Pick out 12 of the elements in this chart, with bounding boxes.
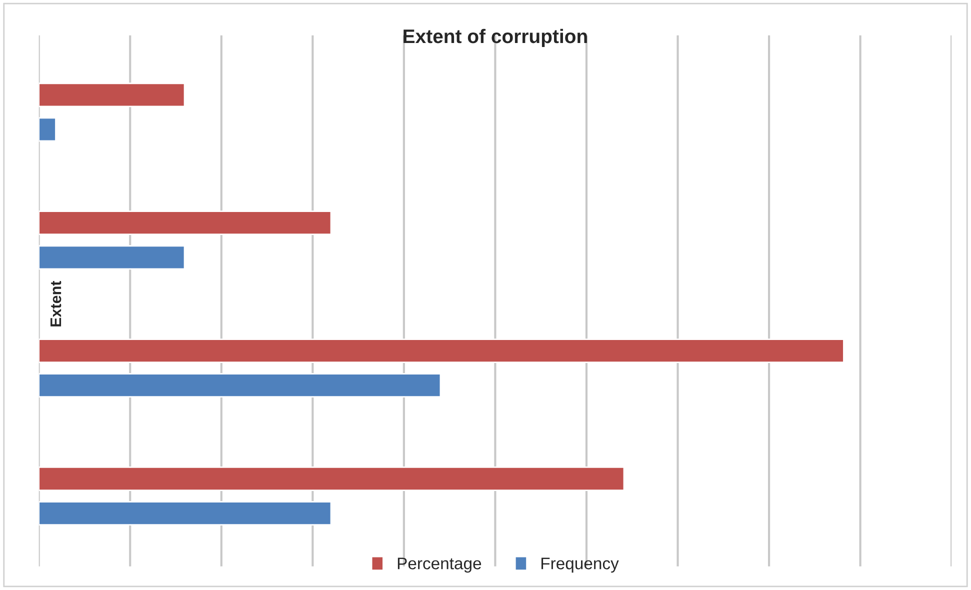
y-axis-title: Extent (50, 280, 62, 326)
bar (38, 82, 186, 108)
bar (38, 117, 56, 142)
bar (38, 373, 442, 398)
legend-label: Percentage (398, 558, 482, 573)
bar (38, 466, 625, 491)
bar (38, 338, 844, 364)
bar (38, 501, 332, 526)
bar (38, 245, 186, 270)
bar (38, 210, 332, 236)
chart-title: Extent of corruption (404, 28, 587, 48)
legend-label: Frequency (541, 558, 619, 573)
